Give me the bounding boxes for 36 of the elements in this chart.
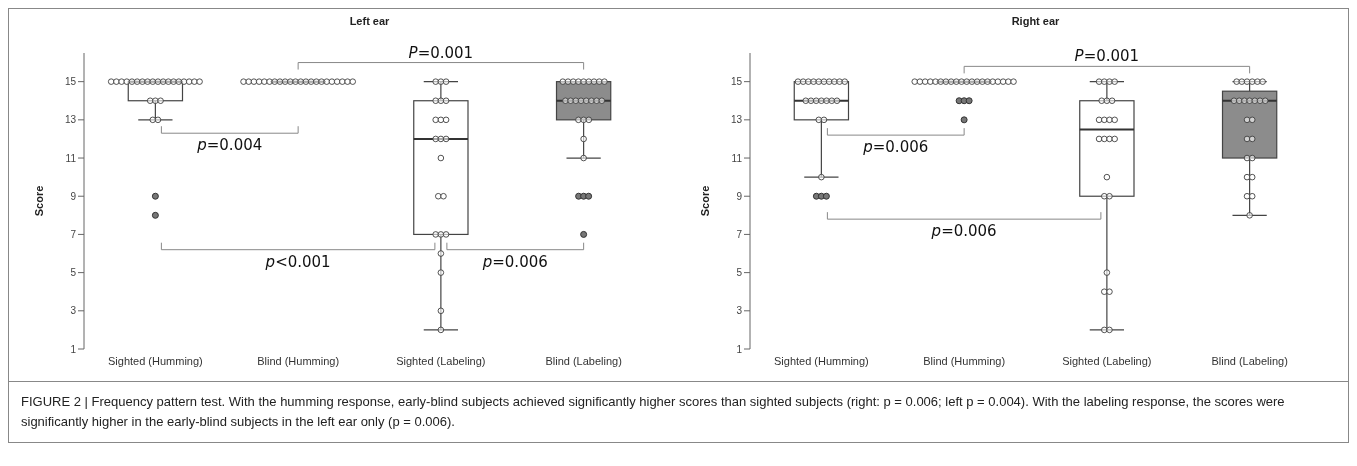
x-tick-label: Sighted (Labeling) <box>1062 354 1152 367</box>
y-tick-label: 15 <box>730 76 743 88</box>
annotation: p=0.006 <box>481 252 548 271</box>
y-tick-label: 3 <box>736 305 743 317</box>
x-tick-label: Blind (Labeling) <box>1211 354 1288 367</box>
x-tick-label: Sighted (Humming) <box>107 354 203 367</box>
y-tick-label: 9 <box>70 190 77 202</box>
annotation: P=0.001 <box>408 43 474 62</box>
x-tick-label: Blind (Humming) <box>923 354 1006 367</box>
x-tick-label: Blind (Humming) <box>257 354 340 367</box>
y-tick-label: 13 <box>730 114 743 126</box>
y-tick-label: 11 <box>65 152 77 164</box>
y-tick-label: 7 <box>70 228 77 240</box>
chart-title: Left ear <box>348 15 391 27</box>
y-tick-label: 5 <box>70 267 77 279</box>
y-tick-label: 5 <box>736 267 743 279</box>
annotation: p=0.006 <box>930 222 997 241</box>
y-tick-label: 7 <box>736 228 743 240</box>
y-tick-label: 15 <box>64 76 77 88</box>
annotation: P=0.001 <box>1074 47 1140 66</box>
y-tick-label: 11 <box>731 152 743 164</box>
x-tick-label: Sighted (Humming) <box>773 354 869 367</box>
x-tick-label: Blind (Labeling) <box>545 354 622 367</box>
y-tick-label: 3 <box>70 305 77 317</box>
y-axis-title: Score <box>698 185 711 217</box>
caption: FIGURE 2 | Frequency pattern test. With the humming response, early-blind subjects achieved significantly higher scores than sighted subjects (right: p = 0.006; left p = 0.004). With the labeling response, the scores were significantly higher in the early-blind subjects in the left ear only (p = 0.006). <box>21 393 1286 431</box>
y-tick-label: 9 <box>736 190 743 202</box>
y-tick-label: 1 <box>736 343 743 355</box>
chart-title: Right ear <box>1010 15 1061 27</box>
annotation: p<0.001 <box>264 252 331 271</box>
y-tick-label: 1 <box>70 343 77 355</box>
y-axis-title: Score <box>32 185 45 217</box>
y-tick-label: 13 <box>64 114 77 126</box>
x-tick-label: Sighted (Labeling) <box>396 354 486 367</box>
annotation: p=0.006 <box>862 138 929 157</box>
annotation: p=0.004 <box>196 136 263 155</box>
